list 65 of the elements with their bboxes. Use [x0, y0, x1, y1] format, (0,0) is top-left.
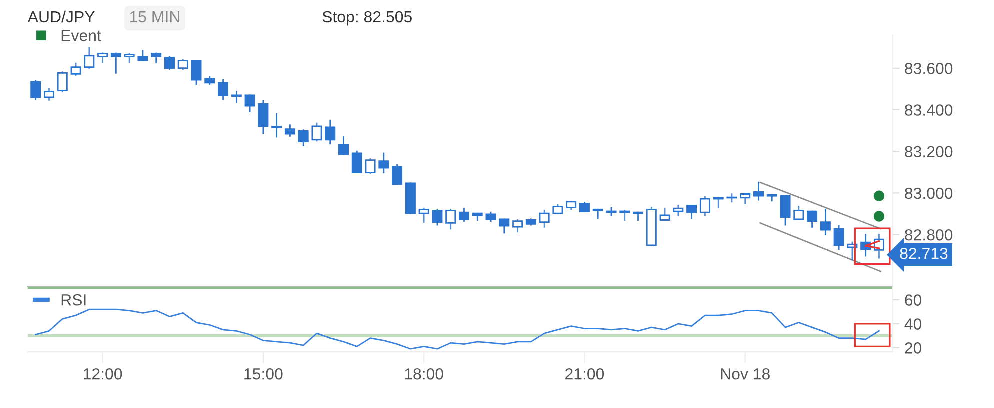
candlestick — [338, 136, 350, 156]
candlestick — [807, 210, 818, 228]
candlestick — [325, 120, 336, 145]
candlestick — [298, 130, 309, 146]
candlestick — [592, 208, 604, 220]
candlestick — [312, 122, 322, 142]
candlestick — [191, 60, 202, 86]
y-tick-label: 82.800 — [905, 229, 953, 241]
candlestick — [754, 182, 764, 201]
text: 82.713 — [900, 248, 948, 260]
candlestick — [110, 52, 122, 74]
candlestick — [218, 79, 229, 100]
candlestick — [378, 152, 390, 174]
candlestick — [780, 195, 791, 226]
chart-subtitle: 15 MIN — [130, 12, 180, 23]
candlestick — [164, 56, 175, 70]
candlestick — [686, 204, 698, 220]
candlestick — [258, 100, 269, 134]
candlestick — [138, 50, 148, 62]
y-tick-label: 83.200 — [905, 146, 953, 158]
y-tick-label: 20 — [905, 342, 922, 354]
candlestick — [633, 212, 644, 221]
candlestick — [365, 158, 376, 174]
candlestick — [272, 113, 282, 138]
candlestick — [30, 80, 42, 100]
candlestick — [44, 88, 54, 101]
y-tick-label: 83.000 — [905, 188, 953, 200]
legend-label: RSI — [62, 294, 86, 306]
candlestick — [57, 72, 68, 92]
candlestick — [352, 150, 362, 174]
candlestick — [794, 206, 804, 220]
candlestick — [700, 196, 710, 216]
candlestick — [151, 52, 162, 64]
candlestick — [512, 220, 524, 233]
y-tick-label: 60 — [905, 294, 922, 306]
candlestick — [70, 62, 82, 76]
y-tick-label: 83.600 — [905, 63, 953, 74]
chart-title: AUD/JPY — [28, 10, 95, 23]
candlestick — [499, 218, 510, 234]
candlestick — [231, 90, 242, 103]
text: Stop: 82.505 — [322, 11, 412, 26]
candlestick — [446, 208, 456, 230]
candlestick — [418, 208, 430, 224]
candlestick — [539, 210, 550, 228]
candlestick — [660, 208, 670, 221]
candlestick — [673, 204, 684, 216]
candlestick — [178, 59, 188, 70]
candlestick — [392, 164, 403, 186]
x-tick-label: 18:00 — [405, 368, 444, 380]
candlestick — [84, 47, 95, 70]
x-tick-label: Nov 18 — [721, 368, 770, 380]
candlestick — [244, 94, 256, 113]
candlestick — [432, 208, 443, 226]
candlestick — [740, 194, 751, 205]
candlestick — [284, 124, 296, 137]
candlestick — [458, 208, 470, 222]
legend-label: Event — [62, 30, 102, 42]
x-tick-label: 12:00 — [84, 368, 122, 380]
candlestick — [834, 225, 844, 250]
x-tick-label: 15:00 — [244, 368, 283, 380]
y-tick-label: 83.400 — [905, 104, 953, 116]
candlestick — [820, 208, 831, 236]
y-tick-label: 40 — [904, 318, 922, 330]
candlestick — [98, 52, 108, 64]
x-tick-label: 21:00 — [566, 368, 604, 380]
